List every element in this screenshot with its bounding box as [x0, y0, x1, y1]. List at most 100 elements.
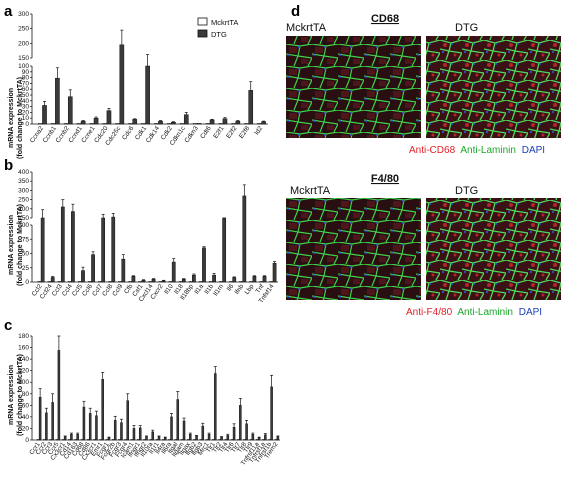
chart-c-ytick-label: 120 — [18, 368, 29, 375]
chart-c-bar-mckrtta — [118, 439, 121, 441]
chart-c-bar-mckrtta — [149, 439, 152, 441]
chart-c-bar-mckrtta — [255, 439, 259, 441]
chart-a-bar-mckrtta — [76, 123, 82, 125]
chart-b-bar-dtg — [121, 258, 126, 283]
chart-b-bar-mckrtta — [77, 281, 82, 283]
panel-a-ylabel-1: mRNA expression — [8, 88, 15, 148]
chart-a-bar-dtg — [248, 90, 254, 125]
f480-caption-green: Anti-Laminin — [457, 307, 513, 318]
chart-c-bar-mckrtta — [249, 439, 253, 441]
chart-b-bar-dtg — [131, 276, 136, 283]
chart-c-bar-dtg — [276, 436, 280, 441]
chart-a-bar-dtg — [132, 119, 138, 125]
f480-left-label: MckrtTA — [290, 185, 331, 197]
cd68-title: CD68 — [371, 13, 399, 25]
chart-c-bar-dtg — [120, 422, 123, 441]
chart-c-bar-dtg — [88, 413, 92, 441]
chart-c-bar-dtg — [126, 400, 129, 441]
chart-b-bar-dtg — [202, 247, 206, 283]
chart-c-bar-dtg — [51, 402, 54, 441]
chart-c-bar-dtg — [251, 433, 255, 441]
chart-b-bar-dtg — [222, 217, 227, 283]
chart-c-bar-mckrtta — [105, 439, 109, 441]
chart-b-bar-dtg — [262, 276, 267, 283]
chart-c-bar-dtg — [195, 435, 198, 441]
panel-b-ylabel-1: mRNA expression — [8, 215, 15, 275]
chart-c-bar-mckrtta — [243, 439, 246, 441]
chart-c-bar-mckrtta — [168, 439, 171, 441]
chart-b-ytick-label: 400 — [18, 169, 29, 176]
chart-panel-b: 0255075100150200250300350400Ccl2Ccl24Ccl… — [18, 169, 278, 305]
panel-letter-d: d — [291, 3, 300, 20]
legend-label-dtg: DTG — [211, 30, 227, 39]
f480-caption-blue: DAPI — [519, 307, 542, 318]
chart-c-bar-dtg — [76, 433, 79, 441]
chart-c-bar-dtg — [70, 433, 73, 441]
chart-b-bar-dtg — [151, 278, 156, 283]
chart-a-bar-dtg — [55, 77, 60, 125]
chart-b-bar-dtg — [101, 217, 106, 283]
chart-c-bar-mckrtta — [224, 439, 228, 441]
chart-c-bar-dtg — [170, 416, 173, 441]
chart-b-bar-dtg — [111, 216, 116, 283]
chart-a-ytick-label: 60 — [22, 86, 30, 93]
chart-c-bar-mckrtta — [43, 439, 46, 441]
chart-c-ytick-label: 180 — [18, 333, 29, 340]
chart-a-ytick-label: 70 — [22, 80, 30, 87]
chart-b-ytick-label: 0 — [25, 279, 29, 286]
chart-b-category-label: Il6 — [226, 283, 236, 293]
chart-c-bar-dtg — [264, 434, 267, 441]
chart-b-category-label: Il18 — [173, 283, 185, 296]
chart-b-bar-mckrtta — [188, 281, 193, 283]
chart-c-bar-mckrtta — [124, 439, 127, 441]
chart-c-bar-mckrtta — [143, 439, 146, 441]
chart-c-bar-dtg — [38, 396, 42, 441]
chart-c-bar-dtg — [214, 373, 217, 441]
chart-a-bar-dtg — [183, 114, 189, 125]
chart-c-bar-dtg — [57, 350, 61, 441]
chart-b-bar-dtg — [60, 206, 65, 283]
chart-c-ytick-label: 80 — [22, 391, 30, 398]
chart-c-bar-mckrtta — [199, 439, 203, 441]
chart-b-bar-dtg — [252, 276, 257, 283]
chart-a-category-label: Cdc6 — [121, 125, 136, 142]
chart-a-bar-dtg — [80, 120, 86, 125]
legend-label-mckrtta: MckrtTA — [211, 18, 238, 27]
chart-a-bar-dtg — [67, 96, 73, 125]
chart-c-bar-mckrtta — [174, 439, 178, 441]
panel-letter-c: c — [4, 317, 12, 334]
chart-a-ytick-label: 150 — [18, 55, 29, 62]
chart-c-bar-mckrtta — [80, 439, 84, 441]
chart-c-bar-dtg — [157, 436, 161, 441]
chart-b-bar-dtg — [50, 277, 55, 283]
chart-c-bar-mckrtta — [162, 439, 165, 441]
chart-a-bar-mckrtta — [166, 123, 172, 125]
chart-c-bar-dtg — [164, 437, 167, 441]
chart-b-bar-dtg — [71, 211, 75, 283]
chart-c-bar-dtg — [189, 433, 192, 441]
chart-a-ytick-label: 40 — [22, 98, 30, 105]
chart-a-category-label: Cdkn3 — [183, 125, 200, 145]
chart-a-bar-dtg — [42, 105, 47, 125]
micrograph-cd68-dtg — [426, 36, 561, 138]
chart-b-bar-mckrtta — [57, 281, 62, 283]
cd68-left-label: MckrtTA — [286, 22, 327, 34]
chart-b-bar-mckrtta — [67, 281, 72, 283]
chart-a-bar-mckrtta — [154, 123, 159, 125]
chart-b-bar-mckrtta — [47, 281, 52, 283]
chart-a-ytick-label: 10 — [22, 115, 30, 122]
chart-a-bar-dtg — [209, 119, 215, 125]
cd68-caption-red: Anti-CD68 — [409, 145, 456, 156]
panel-b-ylabel-2: (fold change to MckrtTA) — [17, 204, 24, 286]
chart-c-bar-dtg — [182, 420, 186, 441]
chart-a-bar-dtg — [171, 122, 176, 125]
chart-b-bar-dtg — [141, 280, 146, 283]
chart-c-bar-dtg — [95, 415, 98, 441]
chart-c-bar-mckrtta — [111, 439, 115, 441]
f480-caption: Anti-F4/80 Anti-Laminin DAPI — [406, 307, 542, 318]
chart-c-bar-dtg — [82, 406, 86, 441]
chart-a-bar-mckrtta — [141, 123, 146, 125]
chart-b-category-label: Il1rn — [212, 283, 225, 298]
micrograph-group-cd68: MckrtTA CD68 DTG Anti-CD68 Anti-Laminin … — [286, 13, 561, 156]
chart-c-bar-mckrtta — [205, 439, 209, 441]
